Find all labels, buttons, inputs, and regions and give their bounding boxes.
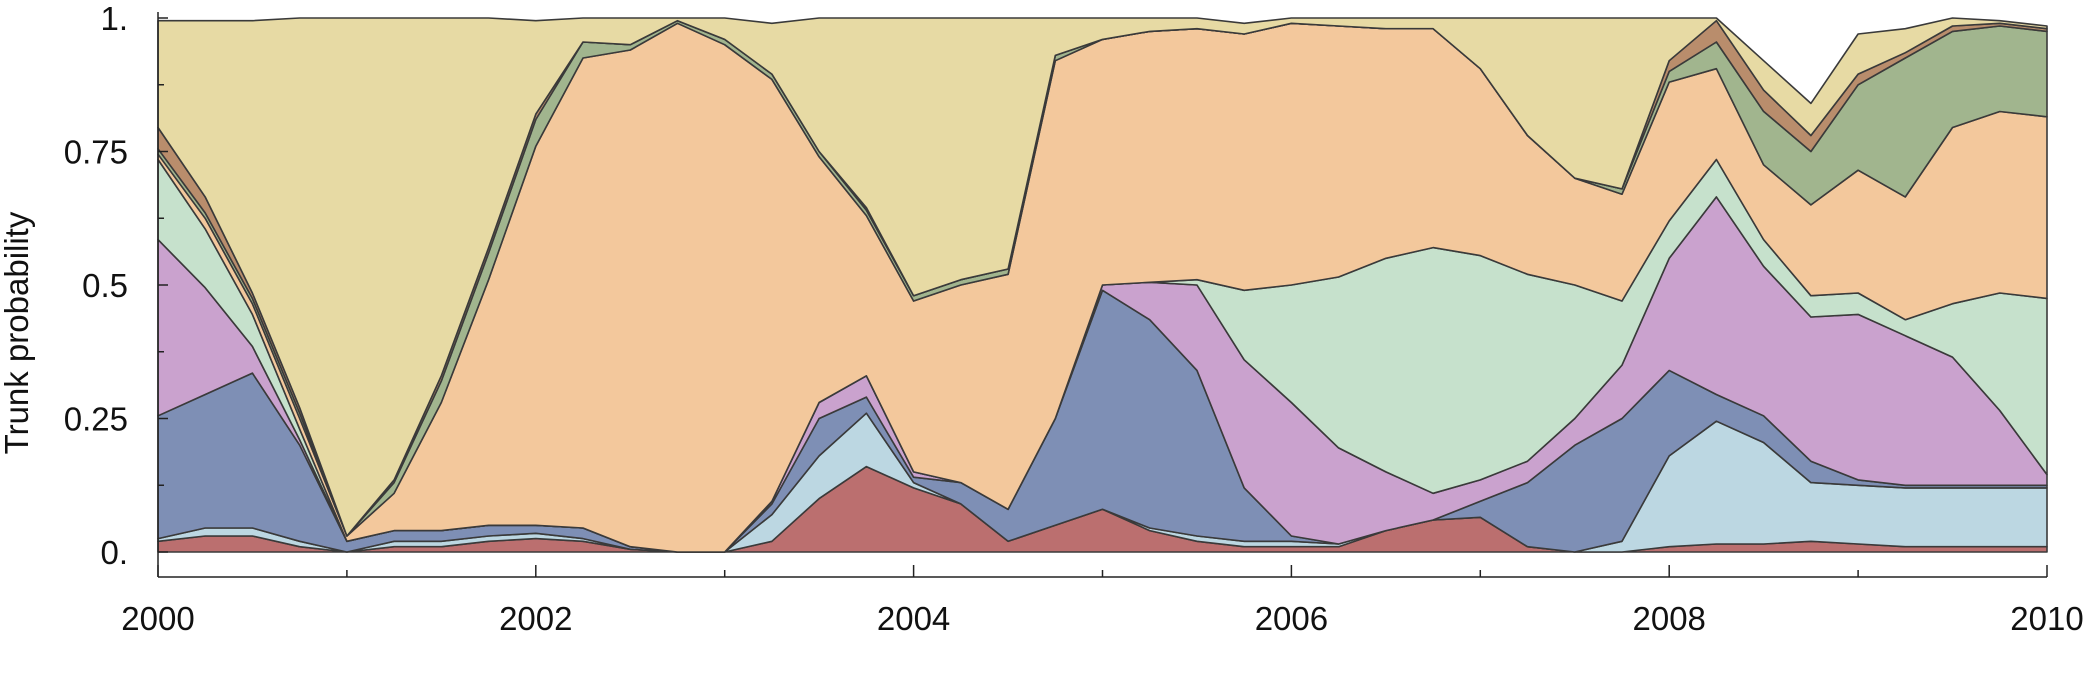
x-tick-label: 2006 — [1255, 600, 1328, 637]
x-tick-label: 2004 — [877, 600, 950, 637]
x-tick-label: 2002 — [499, 600, 572, 637]
y-tick-label: 0.75 — [64, 134, 128, 171]
area-series-9 — [157, 17, 2048, 537]
axes-layer: Trunk probability 2000 2002 2004 2006 2008 20… — [0, 0, 2083, 637]
y-tick-label: 0.25 — [64, 401, 128, 438]
x-tick-label: 2010 — [2010, 600, 2083, 637]
y-tick-label: 0. — [100, 534, 128, 571]
y-axis-title: Trunk probability — [0, 211, 35, 454]
x-tick-label: 2000 — [121, 600, 194, 637]
x-tick-label: 2008 — [1632, 600, 1705, 637]
areas-layer — [157, 17, 2048, 553]
y-tick-label: 0.5 — [82, 267, 128, 304]
y-tick-label: 1. — [100, 0, 128, 37]
